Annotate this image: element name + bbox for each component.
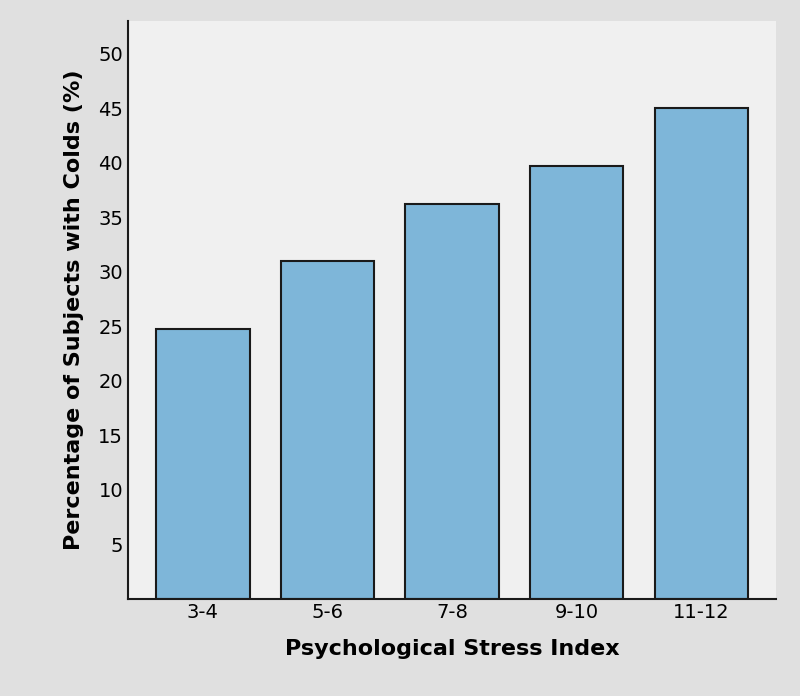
Bar [156, 329, 250, 599]
Y-axis label: Percentage of Subjects with Colds (%): Percentage of Subjects with Colds (%) [64, 70, 84, 550]
X-axis label: Psychological Stress Index: Psychological Stress Index [285, 639, 619, 659]
Bar [281, 261, 374, 599]
Bar [530, 166, 623, 599]
Bar [654, 108, 748, 599]
Bar [406, 204, 498, 599]
